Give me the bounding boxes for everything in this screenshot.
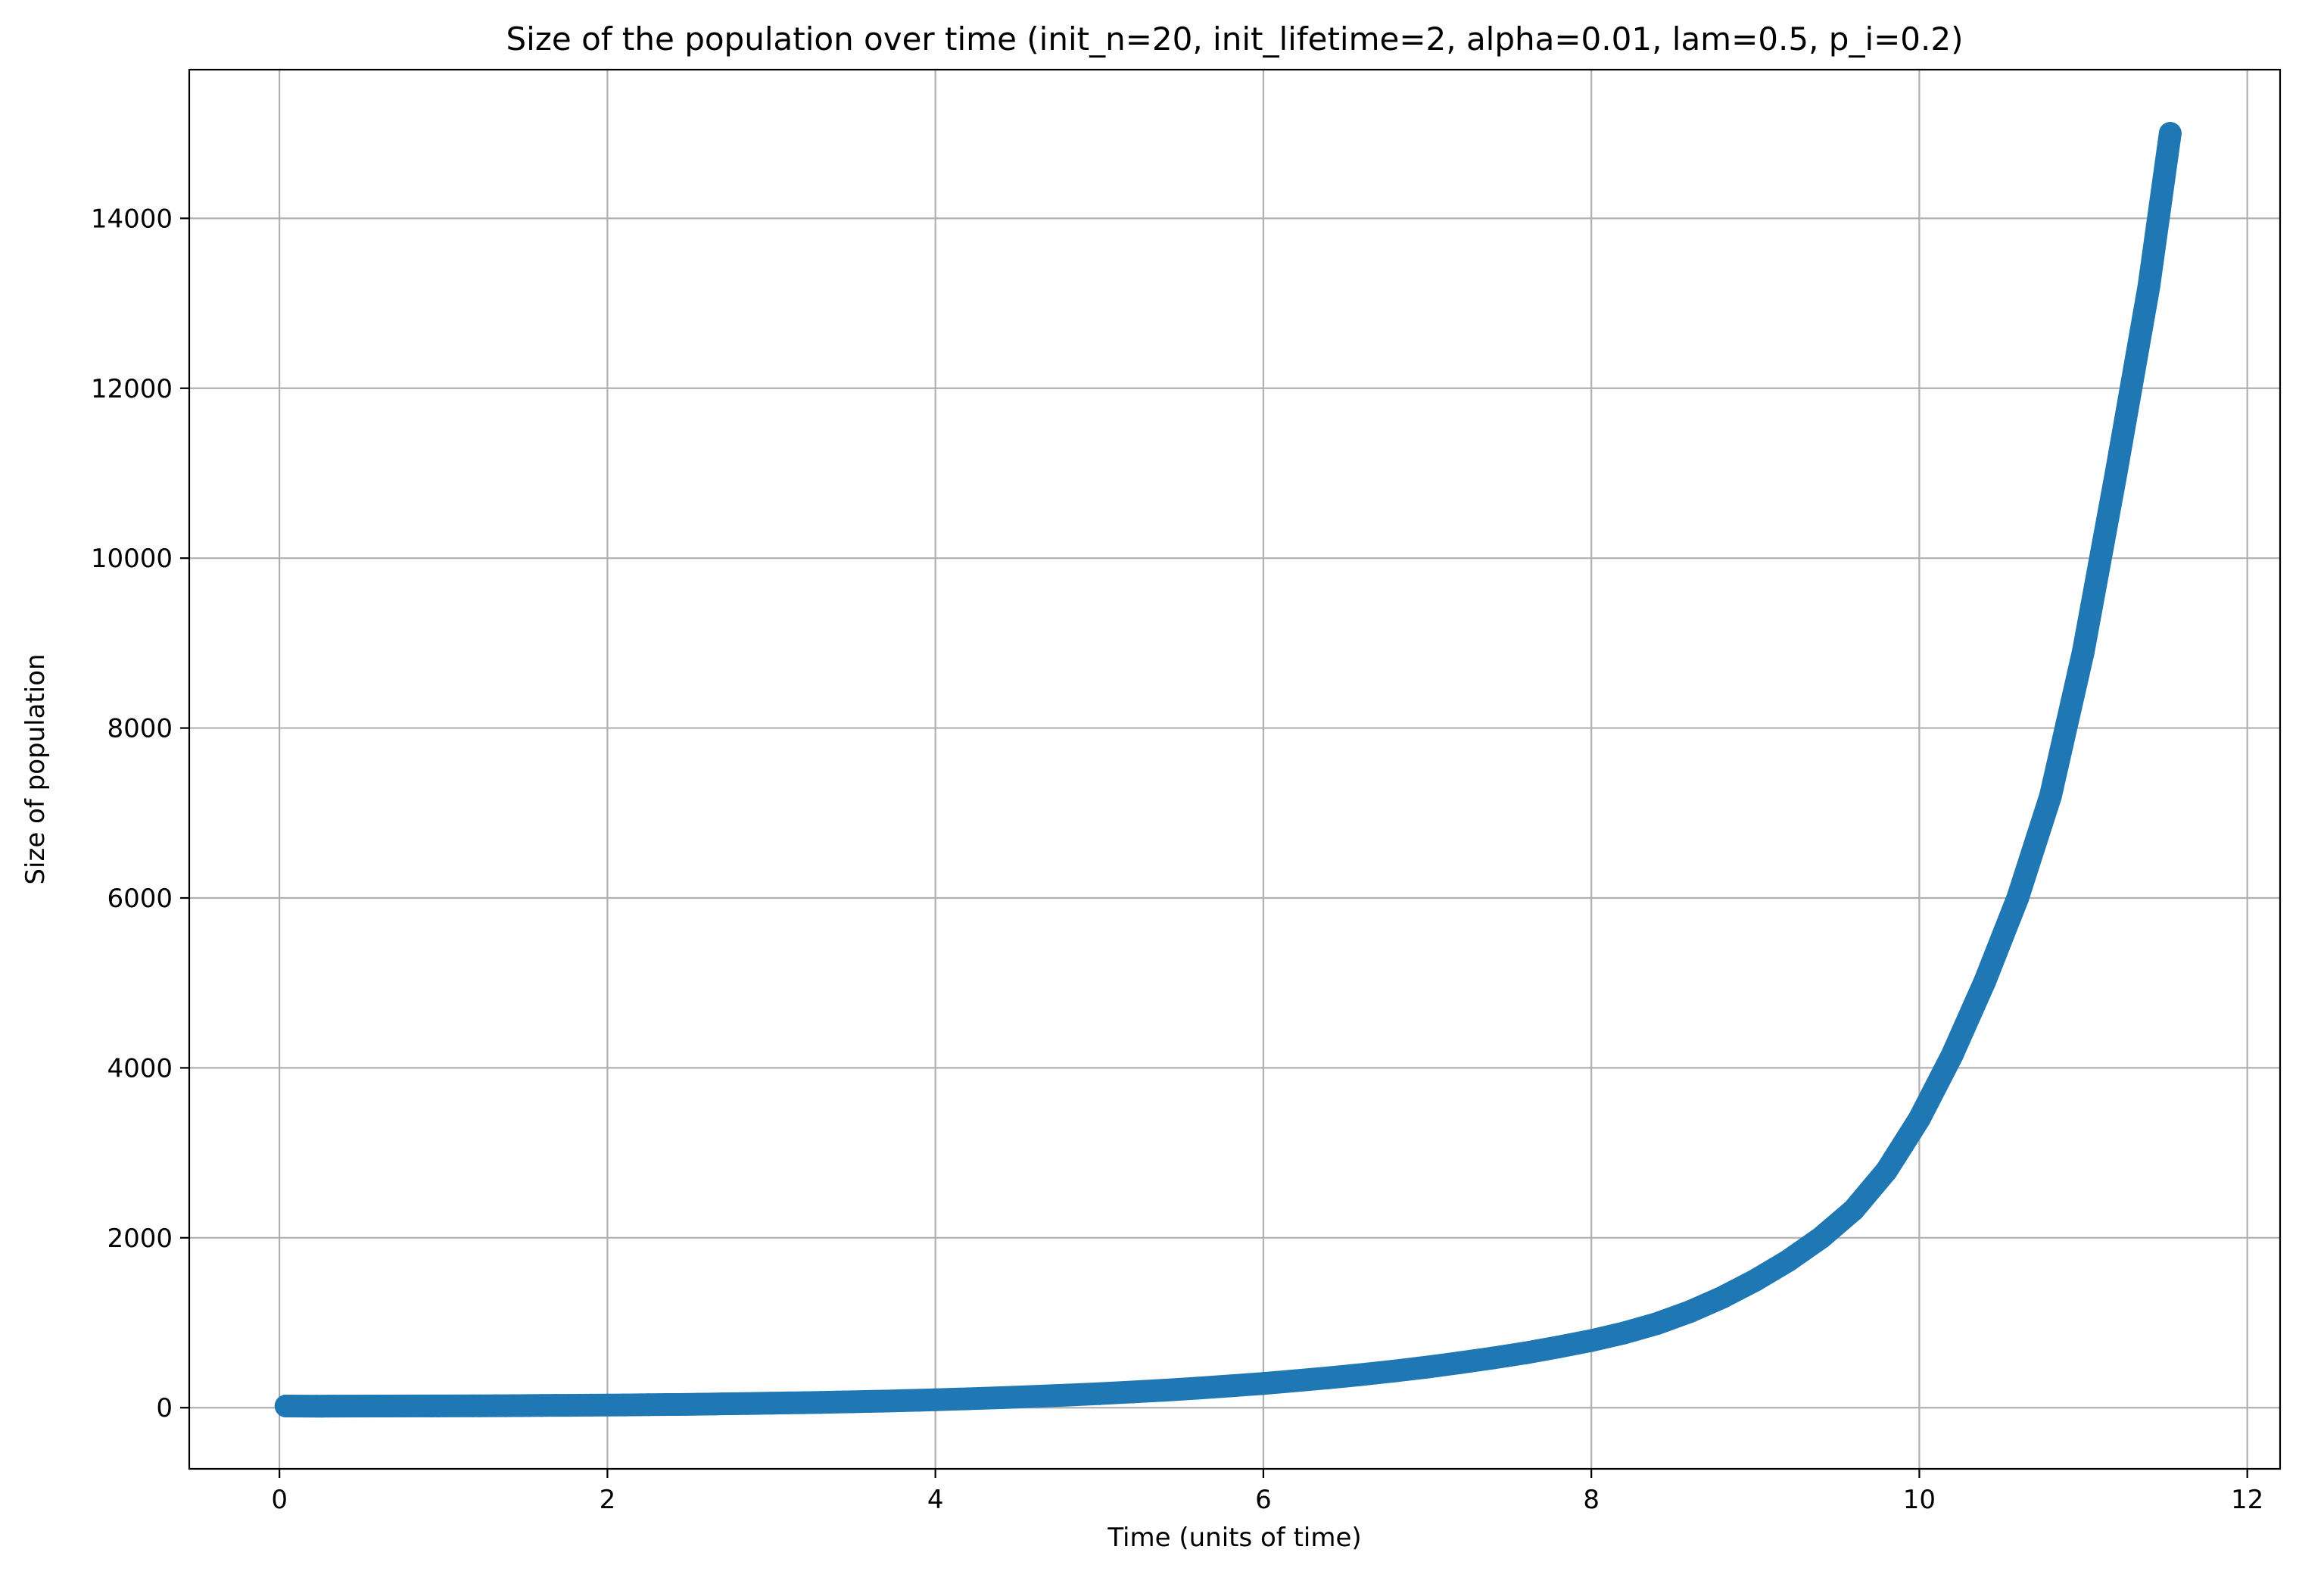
data-point — [1974, 969, 1997, 993]
data-point — [1908, 1107, 1931, 1130]
data-point — [1088, 1382, 1111, 1405]
data-point — [1940, 1043, 1964, 1067]
data-point — [924, 1388, 947, 1411]
data-point — [1416, 1355, 1439, 1379]
data-point — [1481, 1346, 1505, 1370]
data-point — [1219, 1374, 1242, 1398]
data-point — [776, 1391, 799, 1414]
data-point — [1383, 1359, 1407, 1383]
chart-title: Size of the population over time (init_n… — [506, 20, 1964, 58]
data-point — [2104, 461, 2128, 485]
data-point — [468, 1394, 491, 1417]
data-point — [1842, 1198, 1865, 1221]
y-tick-label: 10000 — [91, 544, 173, 574]
y-tick-label: 8000 — [107, 714, 173, 744]
data-point — [2158, 122, 2182, 145]
x-tick-label: 12 — [2231, 1485, 2263, 1515]
data-point — [1514, 1341, 1537, 1364]
data-point — [558, 1394, 581, 1417]
x-tick-label: 10 — [1903, 1485, 1936, 1515]
data-point — [760, 1392, 783, 1415]
plot-frame — [188, 68, 2282, 1470]
data-point — [1186, 1376, 1210, 1400]
data-point — [989, 1386, 1013, 1409]
data-point — [1809, 1226, 1833, 1249]
data-point — [874, 1389, 898, 1413]
data-point — [366, 1394, 390, 1417]
data-point — [1743, 1268, 1767, 1292]
data-point — [1350, 1363, 1373, 1386]
y-tick-label: 4000 — [107, 1053, 173, 1083]
data-point — [1711, 1286, 1734, 1309]
x-tick-label: 6 — [1255, 1485, 1272, 1515]
data-point — [1448, 1351, 1472, 1374]
data-point — [907, 1389, 930, 1412]
data-point — [1777, 1249, 1800, 1273]
data-point — [2039, 784, 2062, 808]
data-point — [891, 1389, 914, 1412]
data-point — [825, 1390, 849, 1414]
data-point — [1547, 1335, 1570, 1358]
grid — [189, 70, 2280, 1469]
data-point — [956, 1387, 980, 1411]
data-point — [842, 1390, 865, 1414]
x-tick-label: 0 — [271, 1485, 288, 1515]
y-tick-label: 6000 — [107, 884, 173, 914]
y-tick-label: 12000 — [91, 374, 173, 404]
data-point — [1251, 1372, 1275, 1395]
data-point — [1153, 1379, 1176, 1402]
data-point — [1875, 1159, 1899, 1183]
x-axis-label: Time (units of time) — [1107, 1523, 1361, 1553]
x-tick-label: 2 — [600, 1485, 616, 1515]
data-point — [809, 1391, 833, 1414]
data-point — [1612, 1321, 1636, 1345]
data-point — [637, 1393, 660, 1417]
data-point — [579, 1393, 603, 1417]
y-axis-label: Size of population — [20, 653, 51, 884]
x-tick-label: 4 — [927, 1485, 944, 1515]
data-point — [858, 1389, 882, 1413]
data-point — [427, 1394, 450, 1417]
data-point — [1055, 1383, 1078, 1407]
axis-ticks: 0 2 4 6 8 10 12 0 2000 4000 6000 8000 10000 12000 1400… — [91, 204, 2263, 1515]
y-tick-label: 2000 — [107, 1224, 173, 1254]
data-point — [1645, 1312, 1668, 1336]
data-point — [1317, 1366, 1341, 1389]
series-layer — [274, 122, 2182, 1418]
y-tick-label: 14000 — [91, 204, 173, 234]
data-point — [323, 1395, 347, 1418]
data-point — [2137, 275, 2160, 298]
data-point — [2006, 886, 2030, 909]
data-point — [1285, 1369, 1308, 1392]
data-point — [1120, 1380, 1144, 1404]
data-point — [1678, 1300, 1702, 1323]
data-point — [274, 1394, 298, 1417]
data-point — [718, 1392, 742, 1416]
data-point — [793, 1391, 816, 1414]
data-point — [1580, 1329, 1603, 1352]
data-point — [2072, 640, 2095, 663]
data-point — [1022, 1385, 1045, 1408]
x-tick-label: 8 — [1583, 1485, 1600, 1515]
y-tick-label: 0 — [156, 1393, 173, 1423]
